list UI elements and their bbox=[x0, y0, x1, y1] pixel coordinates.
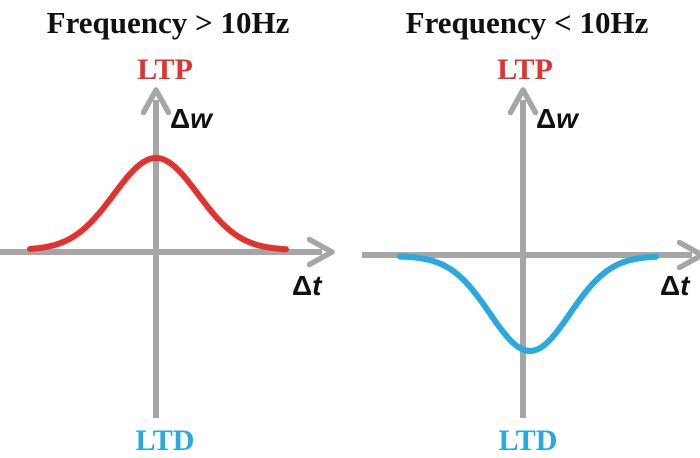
panel-right: Frequency < 10Hz LTP LTD Δw Δt bbox=[362, 5, 692, 457]
panel-title: Frequency < 10Hz bbox=[406, 5, 649, 40]
panel-title: Frequency > 10Hz bbox=[47, 5, 290, 40]
x-axis-label: Δt bbox=[292, 270, 323, 301]
panel-left: Frequency > 10Hz LTP LTD Δw Δt bbox=[0, 5, 323, 457]
ltp-label: LTP bbox=[497, 53, 553, 86]
ltp-label: LTP bbox=[137, 53, 193, 86]
ltd-label: LTD bbox=[136, 424, 195, 457]
ltp-curve bbox=[27, 155, 289, 253]
y-axis-label: Δw bbox=[536, 103, 580, 134]
x-axis-label: Δt bbox=[660, 270, 691, 301]
ltd-label: LTD bbox=[499, 424, 558, 457]
ltd-curve bbox=[397, 253, 659, 354]
y-axis-label: Δw bbox=[170, 103, 214, 134]
